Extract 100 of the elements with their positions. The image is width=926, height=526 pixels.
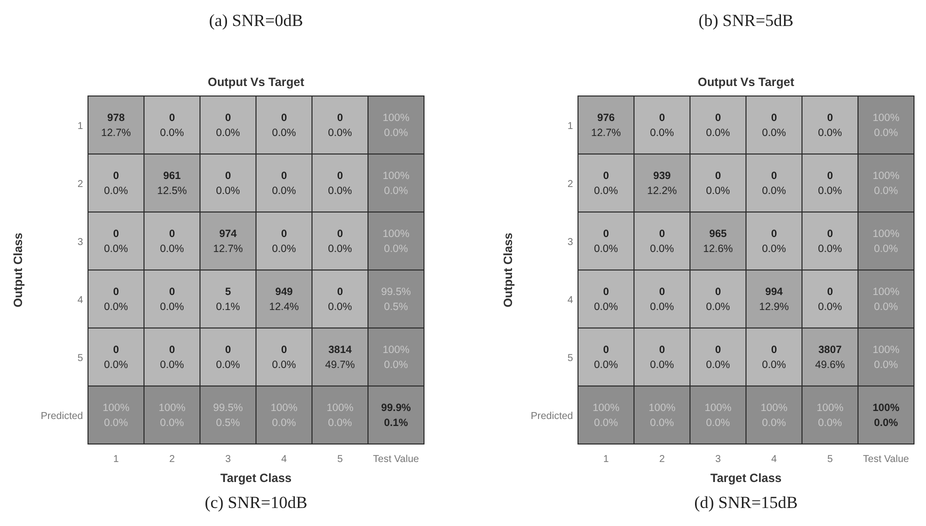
annotation: 0.0% bbox=[818, 185, 842, 197]
annotation: 0.0% bbox=[594, 185, 618, 197]
data-label: 100% bbox=[382, 344, 410, 356]
annotation: 0.0% bbox=[328, 417, 352, 429]
data-label: 100% bbox=[872, 286, 900, 298]
data-label: 0 bbox=[827, 228, 834, 240]
annotation: 0.0% bbox=[706, 185, 730, 197]
data-label: 0 bbox=[827, 286, 834, 298]
data-label: 100% bbox=[382, 228, 410, 240]
data-label: 0 bbox=[337, 286, 344, 298]
x-tick-label: 1 bbox=[603, 454, 610, 465]
annotation: 0.0% bbox=[650, 359, 674, 371]
data-label: 0 bbox=[169, 228, 176, 240]
y-tick-label: Predicted bbox=[530, 411, 573, 422]
data-label: 99.5% bbox=[213, 402, 243, 414]
data-label: 0 bbox=[113, 170, 120, 182]
annotation: 0.0% bbox=[594, 243, 618, 255]
data-label: 100% bbox=[816, 402, 844, 414]
x-tick-label: 2 bbox=[169, 454, 176, 465]
x-tick-label: Test Value bbox=[863, 454, 910, 465]
y-tick-label: 5 bbox=[77, 353, 84, 364]
x-tick-label: 4 bbox=[771, 454, 778, 465]
data-label: 100% bbox=[102, 402, 130, 414]
data-label: 100% bbox=[872, 344, 900, 356]
data-label: 100% bbox=[704, 402, 732, 414]
annotation: 0.0% bbox=[874, 301, 898, 313]
y-axis-title: Output Class bbox=[501, 232, 515, 308]
annotation: 12.4% bbox=[269, 301, 299, 313]
annotation: 0.0% bbox=[160, 301, 184, 313]
data-label: 0 bbox=[659, 228, 666, 240]
data-label: 0 bbox=[225, 344, 232, 356]
data-label: 100% bbox=[872, 228, 900, 240]
data-label: 0 bbox=[113, 344, 120, 356]
annotation: 0.0% bbox=[384, 185, 408, 197]
data-label: 0 bbox=[771, 228, 778, 240]
annotation: 0.0% bbox=[706, 359, 730, 371]
chart-title: Output Vs Target bbox=[698, 75, 794, 89]
annotation: 12.6% bbox=[703, 243, 733, 255]
data-label: 0 bbox=[281, 170, 288, 182]
y-tick-label: 1 bbox=[77, 121, 84, 132]
x-tick-label: 5 bbox=[337, 454, 344, 465]
annotation: 12.2% bbox=[647, 185, 677, 197]
data-label: 961 bbox=[163, 170, 181, 182]
data-label: 100% bbox=[382, 170, 410, 182]
annotation: 49.7% bbox=[325, 359, 355, 371]
y-tick-label: 1 bbox=[567, 121, 574, 132]
data-label: 3814 bbox=[328, 344, 352, 356]
annotation: 0.0% bbox=[104, 185, 128, 197]
data-label: 100% bbox=[326, 402, 354, 414]
y-tick-label: 5 bbox=[567, 353, 574, 364]
annotation: 0.0% bbox=[874, 417, 899, 429]
data-label: 0 bbox=[337, 170, 344, 182]
annotation: 0.0% bbox=[762, 243, 786, 255]
x-tick-label: Test Value bbox=[373, 454, 420, 465]
data-label: 965 bbox=[709, 228, 727, 240]
data-label: 994 bbox=[765, 286, 783, 298]
data-label: 0 bbox=[659, 112, 666, 124]
annotation: 0.0% bbox=[762, 127, 786, 139]
data-label: 976 bbox=[597, 112, 615, 124]
data-label: 0 bbox=[113, 286, 120, 298]
annotation: 12.7% bbox=[591, 127, 621, 139]
annotation: 0.0% bbox=[874, 185, 898, 197]
annotation: 0.0% bbox=[762, 185, 786, 197]
data-label: 100% bbox=[270, 402, 298, 414]
annotation: 49.6% bbox=[815, 359, 845, 371]
annotation: 0.0% bbox=[594, 359, 618, 371]
y-tick-label: 2 bbox=[77, 179, 84, 190]
data-label: 100% bbox=[760, 402, 788, 414]
data-label: 0 bbox=[225, 112, 232, 124]
annotation: 0.0% bbox=[328, 301, 352, 313]
annotation: 0.0% bbox=[272, 359, 296, 371]
annotation: 0.0% bbox=[272, 243, 296, 255]
data-label: 99.5% bbox=[381, 286, 411, 298]
annotation: 12.7% bbox=[101, 127, 131, 139]
text: (a) SNR=0dB bbox=[208, 11, 304, 30]
data-label: 0 bbox=[771, 344, 778, 356]
annotation: 0.0% bbox=[706, 301, 730, 313]
data-label: 3807 bbox=[818, 344, 842, 356]
y-tick-label: 4 bbox=[77, 295, 84, 306]
text: (d) SNR=15dB bbox=[694, 493, 798, 512]
x-tick-label: 3 bbox=[715, 454, 722, 465]
y-tick-label: Predicted bbox=[40, 411, 83, 422]
data-label: 99.9% bbox=[381, 402, 412, 414]
y-axis-title: Output Class bbox=[11, 232, 25, 308]
data-label: 0 bbox=[827, 170, 834, 182]
annotation: 0.0% bbox=[272, 185, 296, 197]
annotation: 0.0% bbox=[874, 127, 898, 139]
data-label: 0 bbox=[715, 170, 722, 182]
annotation: 0.0% bbox=[650, 243, 674, 255]
annotation: 0.0% bbox=[160, 243, 184, 255]
annotation: 0.0% bbox=[104, 243, 128, 255]
data-label: 100% bbox=[872, 170, 900, 182]
annotation: 0.1% bbox=[216, 301, 240, 313]
y-tick-label: 4 bbox=[567, 295, 574, 306]
annotation: 0.1% bbox=[384, 417, 409, 429]
data-label: 100% bbox=[592, 402, 620, 414]
annotation: 0.0% bbox=[818, 127, 842, 139]
text: (b) SNR=5dB bbox=[698, 11, 794, 30]
data-label: 0 bbox=[169, 112, 176, 124]
x-tick-label: 4 bbox=[281, 454, 288, 465]
